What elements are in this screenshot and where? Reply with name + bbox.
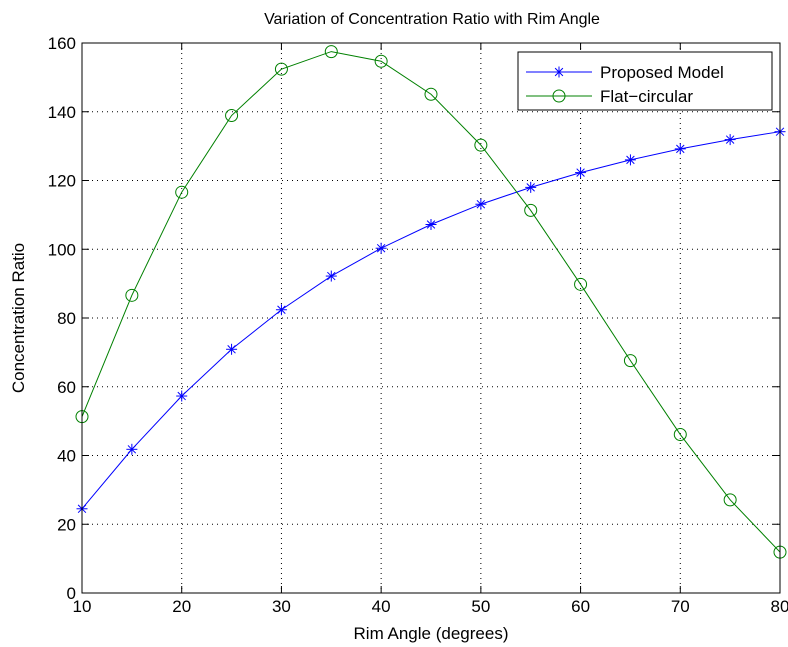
y-tick-label: 100: [48, 240, 76, 259]
legend-label-flat-circular: Flat−circular: [600, 87, 693, 106]
plot-area: [82, 43, 780, 593]
data-point-flat-circular: [424, 87, 438, 101]
y-tick-label: 160: [48, 34, 76, 53]
y-axis-label: Concentration Ratio: [9, 243, 28, 393]
data-point-flat-circular: [474, 138, 488, 152]
data-point-flat-circular: [623, 354, 637, 368]
x-tick-label: 20: [172, 597, 191, 616]
x-tick-label: 50: [471, 597, 490, 616]
data-point-flat-circular: [274, 62, 288, 76]
data-point-proposed-model: [375, 242, 387, 254]
data-point-flat-circular: [324, 45, 338, 59]
y-tick-label: 0: [67, 584, 76, 603]
data-point-flat-circular: [723, 493, 737, 507]
y-tick-label: 20: [57, 515, 76, 534]
data-point-proposed-model: [674, 143, 686, 155]
legend-swatch-marker-flat-circular: [552, 89, 566, 103]
data-point-proposed-model: [325, 270, 337, 282]
data-point-flat-circular: [225, 109, 239, 123]
x-tick-label: 10: [73, 597, 92, 616]
data-point-flat-circular: [524, 203, 538, 217]
chart-title: Variation of Concentration Ratio with Ri…: [264, 11, 600, 28]
x-axis-label: Rim Angle (degrees): [354, 624, 509, 643]
data-point-flat-circular: [125, 288, 139, 302]
data-point-proposed-model: [525, 181, 537, 193]
x-tick-label: 70: [671, 597, 690, 616]
y-tick-label: 120: [48, 172, 76, 191]
data-point-flat-circular: [175, 185, 189, 199]
x-tick-label: 40: [372, 597, 391, 616]
legend-box: [517, 51, 773, 111]
data-point-proposed-model: [275, 304, 287, 316]
ticks: 10 20 30 40 50 60 70 80 0 20 40 60 80 100 120 140 160: [48, 34, 788, 616]
data-point-proposed-model: [475, 198, 487, 210]
x-tick-label: 80: [771, 597, 788, 616]
legend-swatch-marker-proposed-model: [553, 66, 565, 78]
series-proposed-model: [76, 126, 786, 515]
y-tick-label: 60: [57, 378, 76, 397]
data-point-flat-circular: [374, 54, 388, 68]
data-point-proposed-model: [575, 167, 587, 179]
grid: [82, 43, 780, 593]
data-point-proposed-model: [425, 219, 437, 230]
series-line-flat-circular: [81, 51, 781, 553]
data-point-proposed-model: [176, 390, 188, 402]
legend: Proposed Model Flat−circular: [517, 51, 773, 111]
data-point-proposed-model: [126, 443, 138, 455]
data-point-proposed-model: [226, 343, 238, 355]
legend-label-proposed-model: Proposed Model: [600, 63, 724, 82]
x-tick-label: 30: [272, 597, 291, 616]
data-point-proposed-model: [624, 154, 636, 166]
series-group: [75, 45, 787, 559]
data-point-flat-circular: [574, 277, 588, 291]
data-point-flat-circular: [673, 428, 687, 442]
y-tick-label: 80: [57, 309, 76, 328]
data-point-proposed-model: [724, 134, 736, 146]
y-tick-label: 40: [57, 447, 76, 466]
y-tick-label: 140: [48, 103, 76, 122]
x-tick-label: 60: [571, 597, 590, 616]
